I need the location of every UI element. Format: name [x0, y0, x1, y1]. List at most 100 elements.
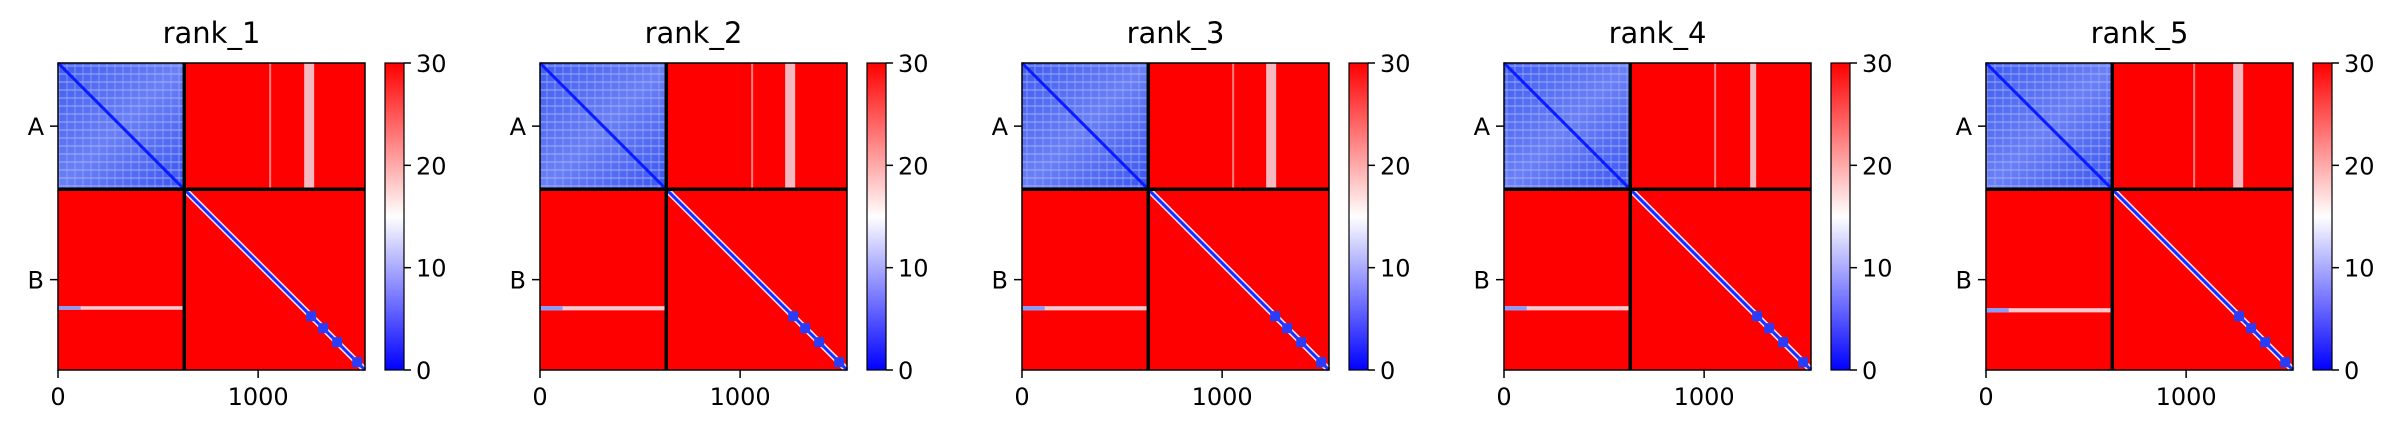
panel-title: rank_2	[645, 16, 743, 50]
plot-frame	[1985, 62, 2294, 371]
plot-frame	[539, 62, 848, 371]
stripe-ba-row	[1504, 306, 1631, 311]
stripe-ab-1	[307, 63, 312, 190]
y-tick-label-B: B	[1474, 267, 1490, 295]
domain-block-0	[1752, 311, 1763, 322]
domain-block-0	[788, 311, 799, 322]
stripe-ba-row-blue	[1504, 306, 1527, 311]
panel-title: rank_1	[163, 16, 261, 50]
domain-block-2	[1296, 337, 1307, 348]
stripe-ab-faint	[1714, 63, 1717, 190]
panel-title: rank_3	[1127, 16, 1225, 50]
x-tick-label-1000: 1000	[2156, 383, 2217, 411]
y-tick-label-B: B	[28, 267, 44, 295]
domain-block-1	[2246, 323, 2257, 334]
colorbar-tick-label-10: 10	[416, 255, 447, 283]
x-tick-label-0: 0	[1014, 383, 1029, 411]
stripe-ba-row	[1986, 308, 2113, 313]
panel-rank_4: rank_4 A B 0 1000 0 10 20 30	[1474, 16, 1893, 411]
domain-block-0	[306, 311, 317, 322]
domain-block-1	[800, 323, 811, 334]
colorbar-tick-label-0: 0	[898, 357, 913, 385]
colorbar-tick-label-20: 20	[416, 152, 447, 180]
domain-block-2	[1778, 337, 1789, 348]
domain-block-2	[2260, 337, 2271, 348]
intra-chain-a-block	[1984, 61, 2114, 191]
stripe-ab-1	[788, 63, 793, 190]
diagonal-a	[56, 61, 186, 191]
y-tick-label-B: B	[510, 267, 526, 295]
domain-block-3	[2280, 357, 2291, 368]
stripe-ab-faint	[2193, 63, 2196, 190]
stripe-ba-row-blue	[1986, 308, 2009, 313]
colorbar-tick-label-20: 20	[2344, 152, 2375, 180]
panel-rank_3: rank_3 A B 0 1000 0 10 20 30	[992, 16, 1411, 411]
domain-block-0	[2234, 311, 2245, 322]
stripe-ab-1	[2236, 63, 2241, 190]
colorbar-tick-label-20: 20	[1862, 152, 1893, 180]
domain-block-1	[318, 323, 329, 334]
y-tick-label-B: B	[1956, 267, 1972, 295]
diagonal-a	[1020, 61, 1150, 191]
intra-chain-b-diagonal	[2110, 187, 2296, 373]
colorbar-tick-label-10: 10	[898, 255, 929, 283]
colorbar-tick-label-30: 30	[2344, 50, 2375, 78]
panel-title: rank_4	[1609, 16, 1707, 50]
domain-block-3	[834, 357, 845, 368]
intra-chain-b-diagonal	[182, 187, 368, 373]
stripe-ba-row	[58, 306, 185, 310]
stripe-ab-2	[1272, 63, 1277, 190]
y-tick-label-A: A	[992, 113, 1009, 141]
colorbar-gradient	[866, 62, 887, 371]
colorbar-tick-label-0: 0	[2344, 357, 2359, 385]
intra-chain-a-block	[1502, 61, 1632, 191]
colorbar-gradient	[1830, 62, 1851, 371]
colorbar-gradient	[384, 62, 405, 371]
stripe-ab-0	[304, 63, 309, 190]
stripe-ba-row-blue	[540, 306, 563, 311]
plot-frame	[1503, 62, 1812, 371]
x-tick-label-0: 0	[1978, 383, 1993, 411]
colorbar-tick-label-30: 30	[898, 50, 929, 78]
stripe-ab-0	[1750, 63, 1755, 190]
intra-chain-a-block	[56, 61, 186, 191]
y-tick-label-A: A	[28, 113, 45, 141]
colorbar-tick-label-0: 0	[416, 357, 431, 385]
stripe-ab-1	[1752, 63, 1757, 190]
x-tick-label-1000: 1000	[1674, 383, 1735, 411]
stripe-ab-2	[310, 63, 315, 190]
stripe-ba-row	[1022, 306, 1149, 311]
x-tick-label-0: 0	[532, 383, 547, 411]
panel-rank_5: rank_5 A B 0 1000 0 10 20 30	[1956, 16, 2375, 411]
stripe-ab-1	[1269, 63, 1274, 190]
plot-frame	[57, 62, 366, 371]
stripe-ab-2	[791, 63, 796, 190]
panel-rank_2: rank_2 A B 0 1000 0 10 20 30	[510, 16, 929, 411]
intra-chain-b-diagonal	[664, 187, 850, 373]
stripe-ab-0	[1266, 63, 1271, 190]
x-tick-label-1000: 1000	[710, 383, 771, 411]
stripe-ba-row-blue	[1022, 306, 1045, 311]
x-tick-label-1000: 1000	[228, 383, 289, 411]
colorbar-tick-label-30: 30	[1862, 50, 1893, 78]
panel-title: rank_5	[2091, 16, 2189, 50]
domain-block-2	[332, 337, 343, 348]
x-tick-label-0: 0	[1496, 383, 1511, 411]
stripe-ab-0	[785, 63, 790, 190]
colorbar-tick-label-0: 0	[1380, 357, 1395, 385]
diagonal-a	[538, 61, 668, 191]
domain-block-3	[1798, 357, 1809, 368]
colorbar-gradient	[1348, 62, 1369, 371]
domain-block-2	[814, 337, 825, 348]
stripe-ba-row-blue	[58, 306, 81, 310]
intra-chain-a-block	[1020, 61, 1150, 191]
intra-chain-b-diagonal	[1628, 187, 1814, 373]
plot-frame	[1021, 62, 1330, 371]
colorbar-tick-label-10: 10	[1862, 255, 1893, 283]
colorbar-tick-label-10: 10	[2344, 255, 2375, 283]
x-tick-label-1000: 1000	[1192, 383, 1253, 411]
panel-rank_1: rank_1 A B 0 1000 0 10 20 30	[28, 16, 447, 411]
x-tick-label-0: 0	[50, 383, 65, 411]
